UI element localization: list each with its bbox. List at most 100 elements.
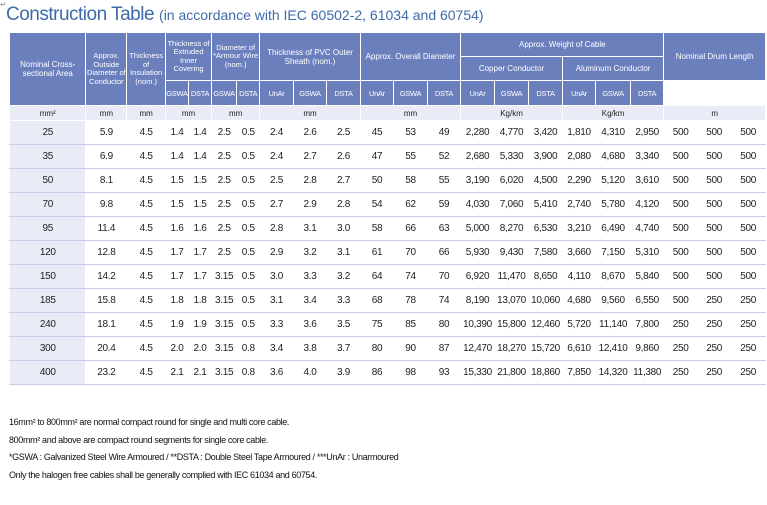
table-row: 70 9.8 4.5 1.5 1.5 2.5 0.5 2.7 2.9 2.8 54 62 59 4,030… <box>8 192 766 217</box>
table-cell: 250 <box>696 336 732 361</box>
table-cell: 1.4 <box>188 120 213 145</box>
table-cell: 87 <box>426 336 462 361</box>
table-cell: 55 <box>393 144 428 169</box>
header-overall-diameter: Approx. Overall Diameter <box>359 32 462 81</box>
table-cell: 1.8 <box>164 288 190 313</box>
subheader-dsta: DSTA <box>528 80 563 106</box>
table-cell: 3.1 <box>259 288 294 313</box>
table-row: 300 20.4 4.5 2.0 2.0 3.15 0.8 3.4 3.8 3.7 80 90 87 12… <box>8 336 766 361</box>
table-cell: 500 <box>663 264 698 289</box>
table-cell: 3.6 <box>259 360 294 385</box>
table-cell: 2.5 <box>211 120 238 145</box>
table-cell: 53 <box>393 120 428 145</box>
table-cell: 500 <box>663 288 698 313</box>
table-cell: 0.5 <box>236 312 261 337</box>
table-cell: 90 <box>393 336 428 361</box>
area-cell: 70 <box>8 192 87 217</box>
table-cell: 3.9 <box>326 360 361 385</box>
table-cell: 59 <box>426 192 462 217</box>
header-inner-covering: Thickness of Extruded Inner Covering <box>164 32 213 81</box>
subheader-unar: UnAr <box>359 80 395 106</box>
table-cell: 4.5 <box>126 312 166 337</box>
table-cell: 2.5 <box>211 168 238 193</box>
table-cell: 500 <box>696 120 732 145</box>
table-cell: 3.15 <box>211 312 238 337</box>
table-cell: 11,380 <box>629 360 665 385</box>
table-cell: 15,800 <box>493 312 530 337</box>
table-cell: 2.4 <box>259 144 294 169</box>
table-cell: 0.5 <box>236 120 261 145</box>
subheader-gswa: GSWA <box>211 80 238 106</box>
table-cell: 6,530 <box>528 216 563 241</box>
table-cell: 2,950 <box>629 120 665 145</box>
table-cell: 1.8 <box>188 288 213 313</box>
table-cell: 5,780 <box>595 192 631 217</box>
area-cell: 35 <box>8 144 87 169</box>
header-copper: Copper Conductor <box>460 56 563 81</box>
table-cell: 74 <box>393 264 428 289</box>
table-cell: 11,470 <box>493 264 530 289</box>
area-cell: 25 <box>8 120 87 145</box>
table-cell: 70 <box>426 264 462 289</box>
table-cell: 3.2 <box>292 240 328 265</box>
table-row: 150 14.2 4.5 1.7 1.7 3.15 0.5 3.0 3.3 3.2 64 74 70 6,… <box>8 264 766 289</box>
table-cell: 4,770 <box>493 120 530 145</box>
table-cell: 0.5 <box>236 192 261 217</box>
table-cell: 2.8 <box>292 168 328 193</box>
table-cell: 63 <box>426 216 462 241</box>
table-cell: 2.0 <box>188 336 213 361</box>
area-cell: 240 <box>8 312 87 337</box>
subheader-gswa: GSWA <box>164 80 190 106</box>
table-cell: 2.5 <box>259 168 294 193</box>
footnotes: 16mm² to 800mm² are normal compact round… <box>9 414 399 484</box>
table-cell: 80 <box>426 312 462 337</box>
table-cell: 2.7 <box>259 192 294 217</box>
unit-cell: mm² <box>8 105 87 121</box>
table-cell: 75 <box>359 312 395 337</box>
table-cell: 18.1 <box>85 312 128 337</box>
table-row: 400 23.2 4.5 2.1 2.1 3.15 0.8 3.6 4.0 3.9 86 98 93 15… <box>8 360 766 385</box>
table-cell: 18,860 <box>528 360 563 385</box>
table-cell: 14,320 <box>595 360 631 385</box>
table-cell: 47 <box>359 144 395 169</box>
table-cell: 500 <box>663 192 698 217</box>
table-cell: 500 <box>730 192 766 217</box>
table-row: 95 11.4 4.5 1.6 1.6 2.5 0.5 2.8 3.1 3.0 58 66 63 5,00… <box>8 216 766 241</box>
table-cell: 3.3 <box>292 264 328 289</box>
table-cell: 2.4 <box>259 120 294 145</box>
table-cell: 8.1 <box>85 168 128 193</box>
table-cell: 3.4 <box>259 336 294 361</box>
table-cell: 13,070 <box>493 288 530 313</box>
area-cell: 120 <box>8 240 87 265</box>
table-cell: 500 <box>730 216 766 241</box>
footnote: 16mm² to 800mm² are normal compact round… <box>9 417 290 427</box>
table-cell: 250 <box>730 288 766 313</box>
table-cell: 2.5 <box>211 240 238 265</box>
table-cell: 12.8 <box>85 240 128 265</box>
table-cell: 5,410 <box>528 192 563 217</box>
table-cell: 2.7 <box>292 144 328 169</box>
construction-table: Nominal Cross-sectional Area Approx. Out… <box>8 32 766 385</box>
table-cell: 3.4 <box>292 288 328 313</box>
footnote: *GSWA : Galvanized Steel Wire Armoured /… <box>9 452 399 462</box>
table-cell: 250 <box>730 336 766 361</box>
table-cell: 250 <box>663 360 698 385</box>
table-cell: 4.5 <box>126 240 166 265</box>
table-cell: 3,900 <box>528 144 563 169</box>
table-cell: 1.7 <box>164 240 190 265</box>
table-cell: 3.7 <box>326 336 361 361</box>
table-cell: 3.6 <box>292 312 328 337</box>
table-cell: 500 <box>696 144 732 169</box>
table-cell: 2,680 <box>460 144 495 169</box>
table-cell: 500 <box>696 240 732 265</box>
subheader-dsta: DSTA <box>629 80 665 106</box>
table-cell: 8,670 <box>595 264 631 289</box>
table-cell: 3,340 <box>629 144 665 169</box>
table-cell: 250 <box>730 312 766 337</box>
table-cell: 250 <box>696 360 732 385</box>
table-cell: 49 <box>426 120 462 145</box>
table-cell: 2.6 <box>326 144 361 169</box>
table-cell: 1.5 <box>164 192 190 217</box>
table-cell: 3,610 <box>629 168 665 193</box>
table-cell: 3.1 <box>292 216 328 241</box>
